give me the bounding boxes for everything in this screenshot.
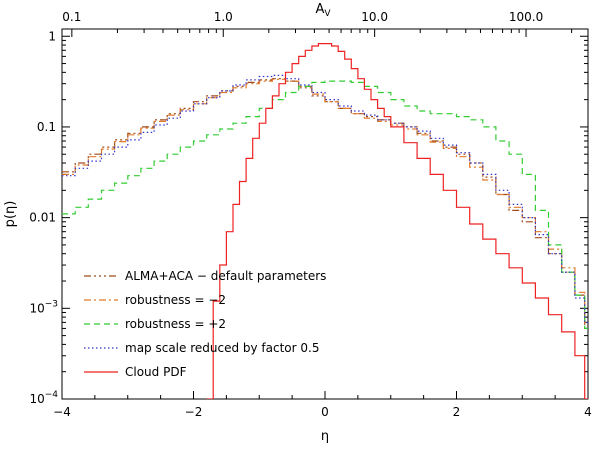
legend-label: map scale reduced by factor 0.5 xyxy=(125,341,319,355)
y-tick-label-exponent: −4 xyxy=(45,390,59,400)
series-line-5 xyxy=(206,43,588,399)
y-tick-label: 0.01 xyxy=(29,211,56,225)
y-tick-label: 10−4 xyxy=(29,390,58,406)
top-tick-label: 100.0 xyxy=(509,10,543,24)
x-axis-title: η xyxy=(321,429,329,444)
top-tick-label: 10.0 xyxy=(361,10,388,24)
x-tick-label: 4 xyxy=(584,405,592,419)
top-axis-title: AV xyxy=(315,2,331,19)
series-line-1 xyxy=(62,78,588,329)
y-tick-label: 0.1 xyxy=(37,120,56,134)
x-tick-label: −2 xyxy=(185,405,203,419)
y-axis-title: p(η) xyxy=(3,201,18,228)
legend-label: Cloud PDF xyxy=(125,365,187,379)
series-line-4 xyxy=(62,74,588,323)
top-tick-label: 1.0 xyxy=(214,10,233,24)
legend-label: robustness = −2 xyxy=(125,293,226,307)
x-tick-label: −4 xyxy=(53,405,71,419)
x-tick-label: 2 xyxy=(453,405,461,419)
series-line-3 xyxy=(62,80,588,329)
y-tick-label: 1 xyxy=(48,29,56,43)
x-tick-label: 0 xyxy=(321,405,329,419)
legend-label: ALMA+ACA − default parameters xyxy=(125,269,326,283)
y-tick-label: 10−3 xyxy=(29,299,58,315)
top-axis-title-subscript: V xyxy=(324,9,331,19)
y-tick-label-exponent: −3 xyxy=(45,299,58,309)
top-tick-label: 0.1 xyxy=(62,10,81,24)
legend-label: robustness = +2 xyxy=(125,317,226,331)
